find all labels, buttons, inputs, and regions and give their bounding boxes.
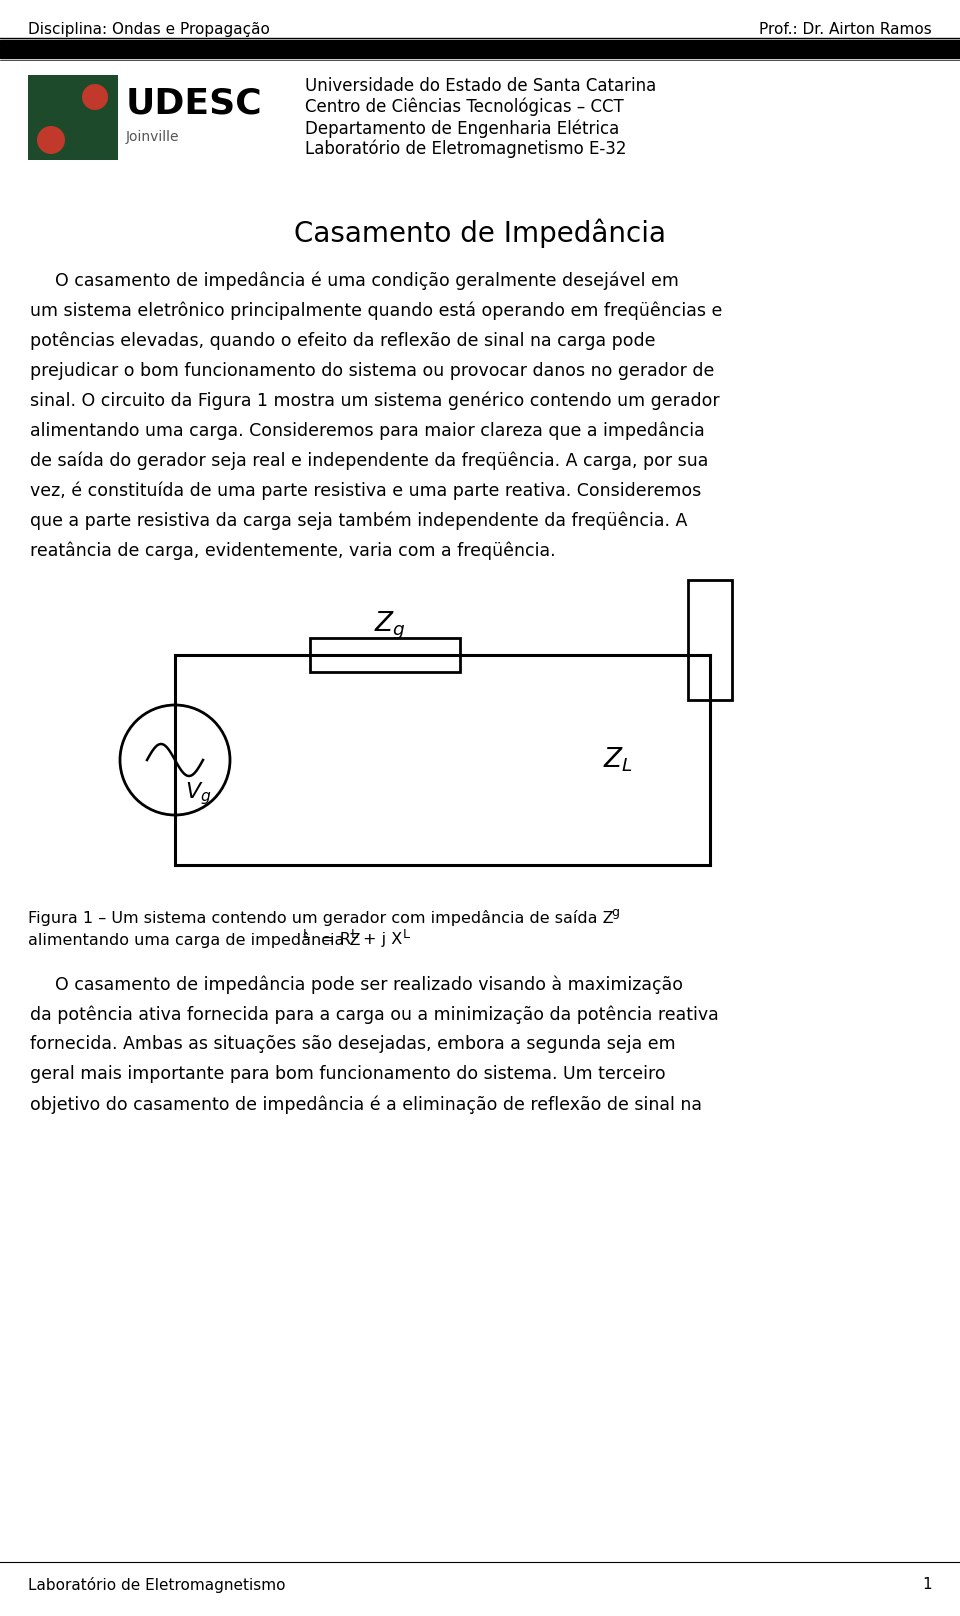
Text: um sistema eletrônico principalmente quando está operando em freqüências e: um sistema eletrônico principalmente qua… [30, 302, 722, 320]
Text: Laboratório de Eletromagnetismo: Laboratório de Eletromagnetismo [28, 1577, 285, 1593]
Text: sinal. O circuito da Figura 1 mostra um sistema genérico contendo um gerador: sinal. O circuito da Figura 1 mostra um … [30, 393, 720, 410]
Text: O casamento de impedância pode ser realizado visando à maximização: O casamento de impedância pode ser reali… [55, 974, 683, 994]
Circle shape [37, 126, 65, 154]
Text: L: L [303, 928, 310, 941]
Text: vez, é constituída de uma parte resistiva e uma parte reativa. Consideremos: vez, é constituída de uma parte resistiv… [30, 482, 701, 501]
Bar [0, 40, 960, 58]
Circle shape [82, 84, 108, 110]
Text: Prof.: Dr. Airton Ramos: Prof.: Dr. Airton Ramos [759, 23, 932, 37]
Text: + j X: + j X [363, 932, 402, 947]
Bar [28, 74, 118, 160]
Text: 1: 1 [923, 1577, 932, 1592]
Text: Joinville: Joinville [126, 129, 180, 144]
Text: de saída do gerador seja real e independente da freqüência. A carga, por sua: de saída do gerador seja real e independ… [30, 452, 708, 470]
Text: geral mais importante para bom funcionamento do sistema. Um terceiro: geral mais importante para bom funcionam… [30, 1065, 665, 1083]
Text: prejudicar o bom funcionamento do sistema ou provocar danos no gerador de: prejudicar o bom funcionamento do sistem… [30, 362, 714, 380]
Text: g: g [611, 907, 619, 920]
Text: $V_g$: $V_g$ [185, 781, 211, 806]
Bar [310, 638, 460, 672]
Text: O casamento de impedância é uma condição geralmente desejável em: O casamento de impedância é uma condição… [55, 271, 679, 291]
Text: objetivo do casamento de impedância é a eliminação de reflexão de sinal na: objetivo do casamento de impedância é a … [30, 1096, 702, 1113]
Text: Laboratório de Eletromagnetismo E-32: Laboratório de Eletromagnetismo E-32 [305, 141, 627, 158]
Text: alimentando uma carga de impedância Z: alimentando uma carga de impedância Z [28, 932, 361, 949]
Text: L: L [351, 928, 358, 941]
Text: Universidade do Estado de Santa Catarina: Universidade do Estado de Santa Catarina [305, 78, 657, 95]
Text: alimentando uma carga. Consideremos para maior clareza que a impedância: alimentando uma carga. Consideremos para… [30, 422, 705, 441]
Text: potências elevadas, quando o efeito da reflexão de sinal na carga pode: potências elevadas, quando o efeito da r… [30, 331, 656, 351]
Text: Centro de Ciências Tecnológicas – CCT: Centro de Ciências Tecnológicas – CCT [305, 99, 624, 116]
Text: L: L [403, 928, 410, 941]
Text: UDESC: UDESC [126, 87, 263, 121]
Text: que a parte resistiva da carga seja também independente da freqüência. A: que a parte resistiva da carga seja tamb… [30, 512, 687, 530]
Bar [688, 580, 732, 700]
Circle shape [120, 705, 230, 814]
Text: da potência ativa fornecida para a carga ou a minimização da potência reativa: da potência ativa fornecida para a carga… [30, 1005, 719, 1023]
Text: Departamento de Engenharia Elétrica: Departamento de Engenharia Elétrica [305, 120, 619, 137]
Text: Figura 1 – Um sistema contendo um gerador com impedância de saída Z: Figura 1 – Um sistema contendo um gerado… [28, 910, 613, 926]
Bar [30, 94, 65, 124]
Text: = R: = R [316, 932, 350, 947]
Text: reatância de carga, evidentemente, varia com a freqüência.: reatância de carga, evidentemente, varia… [30, 541, 556, 561]
Text: $Z_g$: $Z_g$ [374, 609, 406, 642]
Text: Casamento de Impedância: Casamento de Impedância [294, 218, 666, 247]
Text: $Z_L$: $Z_L$ [603, 745, 633, 774]
Text: fornecida. Ambas as situações são desejadas, embora a segunda seja em: fornecida. Ambas as situações são deseja… [30, 1034, 676, 1054]
Text: Disciplina: Ondas e Propagação: Disciplina: Ondas e Propagação [28, 23, 270, 37]
